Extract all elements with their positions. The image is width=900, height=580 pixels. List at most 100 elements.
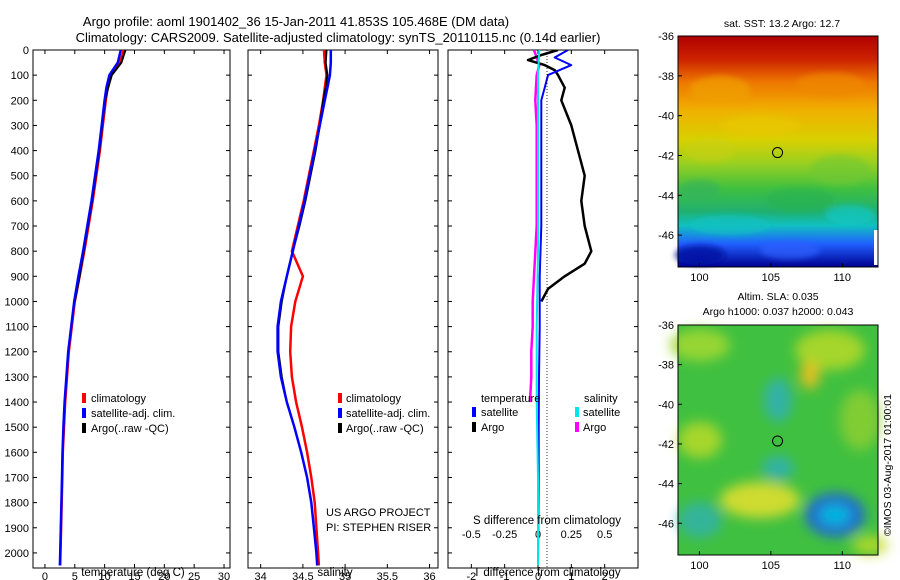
legend-label-temp-argo: Argo (481, 422, 504, 434)
temperature-xtick-label: 10 (99, 571, 111, 580)
temperature-ytick-label: 1600 (5, 447, 29, 459)
salinity-xtick-label: 35.5 (377, 571, 398, 580)
legend-swatch-satellite (82, 408, 86, 418)
difference-legend: temperature salinity satellite Argo sate… (472, 393, 620, 434)
legend-swatch-temp-satellite (472, 407, 476, 417)
legend-swatch-satellite (338, 408, 342, 418)
salinity-panel-frame (247, 49, 439, 569)
float-location-marker (772, 435, 784, 447)
legend-swatch-temp-argo (472, 422, 476, 432)
legend-label-argo: Argo(..raw -QC) (91, 423, 169, 435)
sst-map-ytick-label: -40 (658, 111, 674, 123)
sst-map-ytick-label: -42 (658, 150, 674, 162)
legend-swatch-argo (82, 423, 86, 433)
float-location-marker (772, 147, 784, 159)
salinity-legend: climatology satellite-adj. clim. Argo(..… (338, 393, 430, 435)
sst-map-xtick-label: 105 (762, 272, 780, 284)
difference-temperature-argo-line (526, 50, 593, 303)
legend-swatch-climatology (338, 393, 342, 403)
temperature-xtick-label: 30 (218, 571, 230, 580)
sla-map-ytick-label: -46 (658, 518, 674, 530)
legend-label-sal-argo: Argo (583, 422, 606, 434)
sla-map-xtick-label: 110 (834, 560, 852, 572)
sla-map-xtick-label: 105 (762, 560, 780, 572)
temperature-ytick-label: 1400 (5, 397, 29, 409)
temperature-panel-frame (32, 49, 231, 569)
sst-land-mask (874, 230, 878, 265)
temperature-ytick-label: 1700 (5, 472, 29, 484)
sla-map-ytick-label: -38 (658, 360, 674, 372)
temperature-ytick-label: 1900 (5, 523, 29, 535)
temperature-ytick-label: 800 (11, 246, 29, 258)
legend-label-climatology: climatology (346, 393, 402, 405)
legend-label-satellite: satellite-adj. clim. (91, 408, 175, 420)
salinity-xlabel: salinity (317, 567, 352, 579)
sla-map-title-line1: Altim. SLA: 0.035 (737, 291, 818, 303)
sst-map-ytick-label: -36 (658, 31, 674, 43)
temperature-ytick-label: 600 (11, 196, 29, 208)
difference-temperature-satellite-line (537, 50, 573, 566)
salinity-satellite-line (276, 50, 333, 566)
temperature-ytick-label: 500 (11, 171, 29, 183)
temperature-xtick-label: 5 (72, 571, 78, 580)
legend-title-temperature: temperature (481, 393, 540, 405)
difference-xlabel-top: S difference from climatology (473, 515, 621, 527)
temperature-xlabel: temperature (deg C) (81, 567, 185, 579)
difference-xtick-top-label: -0.25 (492, 529, 517, 541)
difference-xtick-top-label: 0.25 (561, 529, 582, 541)
legend-swatch-argo (338, 423, 342, 433)
temperature-legend: climatology satellite-adj. clim. Argo(..… (82, 393, 175, 435)
legend-label-climatology: climatology (91, 393, 147, 405)
sst-map-frame (677, 35, 879, 268)
difference-xtick-label: 2 (602, 571, 608, 580)
difference-lines (526, 50, 593, 566)
sst-map-ytick-label: -38 (658, 71, 674, 83)
legend-label-temp-satellite: satellite (481, 407, 518, 419)
sla-map (670, 324, 888, 556)
legend-title-salinity: salinity (584, 393, 618, 405)
temperature-axes: 0 5 10 15 20 25 300100200300400500600700800900… (5, 45, 231, 580)
temperature-xtick-label: 15 (128, 571, 140, 580)
temperature-ytick-label: 1500 (5, 422, 29, 434)
temperature-ytick-label: 2000 (5, 548, 29, 560)
temperature-ytick-label: 400 (11, 146, 29, 158)
sst-map-axes: 100 105 110 -36 -38 -40 -42 -44 -46 (658, 31, 851, 284)
project-annotation: US ARGO PROJECT (326, 507, 431, 519)
sst-map-title: sat. SST: 13.2 Argo: 12.7 (724, 18, 840, 30)
sla-map-xtick-label: 100 (690, 560, 708, 572)
legend-label-argo: Argo(..raw -QC) (346, 423, 424, 435)
difference-xtick-top-label: -0.5 (462, 529, 481, 541)
salinity-xtick-label: 34 (255, 571, 267, 580)
temperature-ytick-label: 1300 (5, 372, 29, 384)
sla-map-ytick-label: -42 (658, 439, 674, 451)
sla-texture (670, 329, 888, 555)
sst-texture (675, 73, 875, 265)
difference-xlabel: T difference from climatology (473, 567, 620, 579)
salinity-xtick-label: 36 (423, 571, 435, 580)
temperature-ytick-label: 900 (11, 271, 29, 283)
legend-swatch-sal-argo (575, 422, 579, 432)
sla-map-ytick-label: -40 (658, 399, 674, 411)
legend-label-satellite: satellite-adj. clim. (346, 408, 430, 420)
temperature-ytick-label: 100 (11, 70, 29, 82)
difference-salinity-argo-line (528, 50, 541, 403)
legend-label-sal-satellite: satellite (583, 407, 620, 419)
sst-map-xtick-label: 100 (690, 272, 708, 284)
temperature-ytick-label: 300 (11, 120, 29, 132)
credit-text: ©IMOS 03-Aug-2017 01:00:01 (882, 394, 894, 536)
temperature-ytick-label: 1800 (5, 498, 29, 510)
temperature-xtick-label: 20 (158, 571, 170, 580)
figure-title-line2: Climatology: CARS2009. Satellite-adjuste… (76, 30, 601, 45)
difference-panel-frame (447, 49, 639, 569)
temperature-ytick-label: 1100 (5, 322, 29, 334)
salinity-xtick-label: 35 (339, 571, 351, 580)
temperature-ytick-label: 200 (11, 95, 29, 107)
difference-xtick-label: -2 (466, 571, 476, 580)
salinity-lines (276, 50, 333, 566)
salinity-axes: 34 34.5 35 35.5 36 (248, 49, 438, 580)
sst-map-ytick-label: -44 (658, 190, 674, 202)
temperature-xtick-label: 0 (42, 571, 48, 580)
sst-map-ytick-label: -46 (658, 230, 674, 242)
legend-swatch-sal-satellite (575, 407, 579, 417)
